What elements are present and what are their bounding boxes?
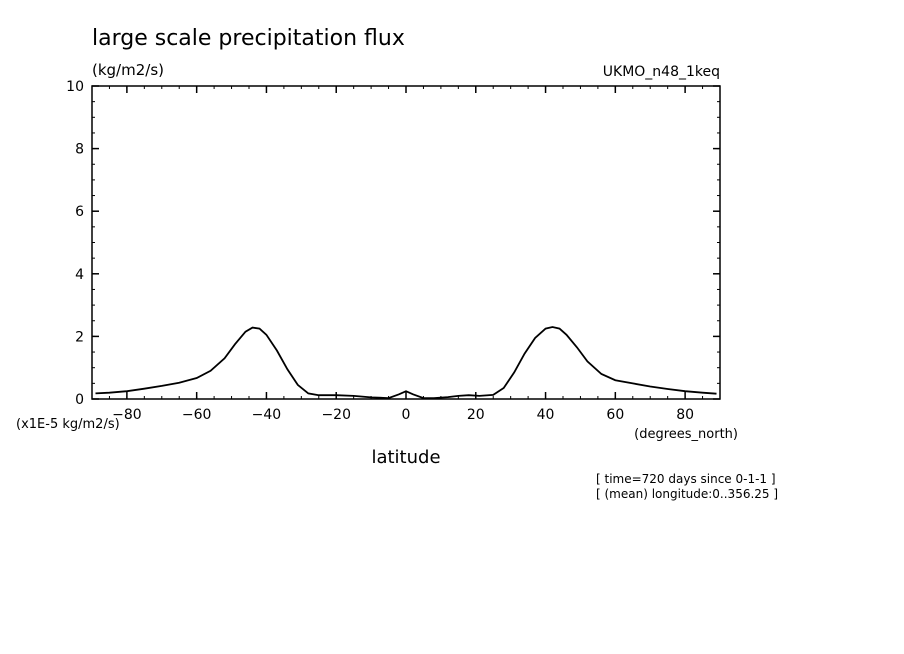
- chart-title: large scale precipitation flux: [92, 26, 405, 51]
- x-tick-label: 40: [537, 407, 555, 423]
- x-units-label: (degrees_north): [634, 427, 738, 442]
- x-tick-label: 60: [606, 407, 624, 423]
- info-line-time: [ time=720 days since 0-1-1 ]: [596, 472, 776, 486]
- x-axis: −80 −60 −40 −20 0 20 40 60 80: [112, 86, 694, 423]
- info-line-longitude: [ (mean) longitude:0..356.25 ]: [596, 487, 778, 501]
- x-tick-label: −80: [112, 407, 142, 423]
- y-tick-label: 6: [75, 204, 84, 220]
- x-tick-label: −40: [252, 407, 282, 423]
- chart-units-label: (kg/m2/s): [92, 61, 164, 79]
- x-tick-label: 80: [676, 407, 694, 423]
- minor-tick-group: [91, 85, 721, 400]
- plot-frame: [91, 85, 721, 400]
- y-tick-label: 0: [75, 392, 84, 408]
- series-line-precipitation: [95, 326, 717, 400]
- x-axis-label: latitude: [371, 447, 440, 468]
- x-tick-label: 0: [402, 407, 411, 423]
- dataset-label: UKMO_n48_1keq: [603, 64, 720, 80]
- y-tick-label: 2: [75, 329, 84, 345]
- y-tick-label: 4: [75, 267, 84, 283]
- x-tick-label: 20: [467, 407, 485, 423]
- y-tick-label: 8: [75, 142, 84, 158]
- x-tick-label: −20: [321, 407, 351, 423]
- y-axis: 0 2 4 6 8 10: [66, 79, 720, 408]
- y-scale-note: (x1E-5 kg/m2/s): [16, 417, 120, 432]
- y-tick-label: 10: [66, 79, 84, 95]
- x-tick-label: −60: [182, 407, 212, 423]
